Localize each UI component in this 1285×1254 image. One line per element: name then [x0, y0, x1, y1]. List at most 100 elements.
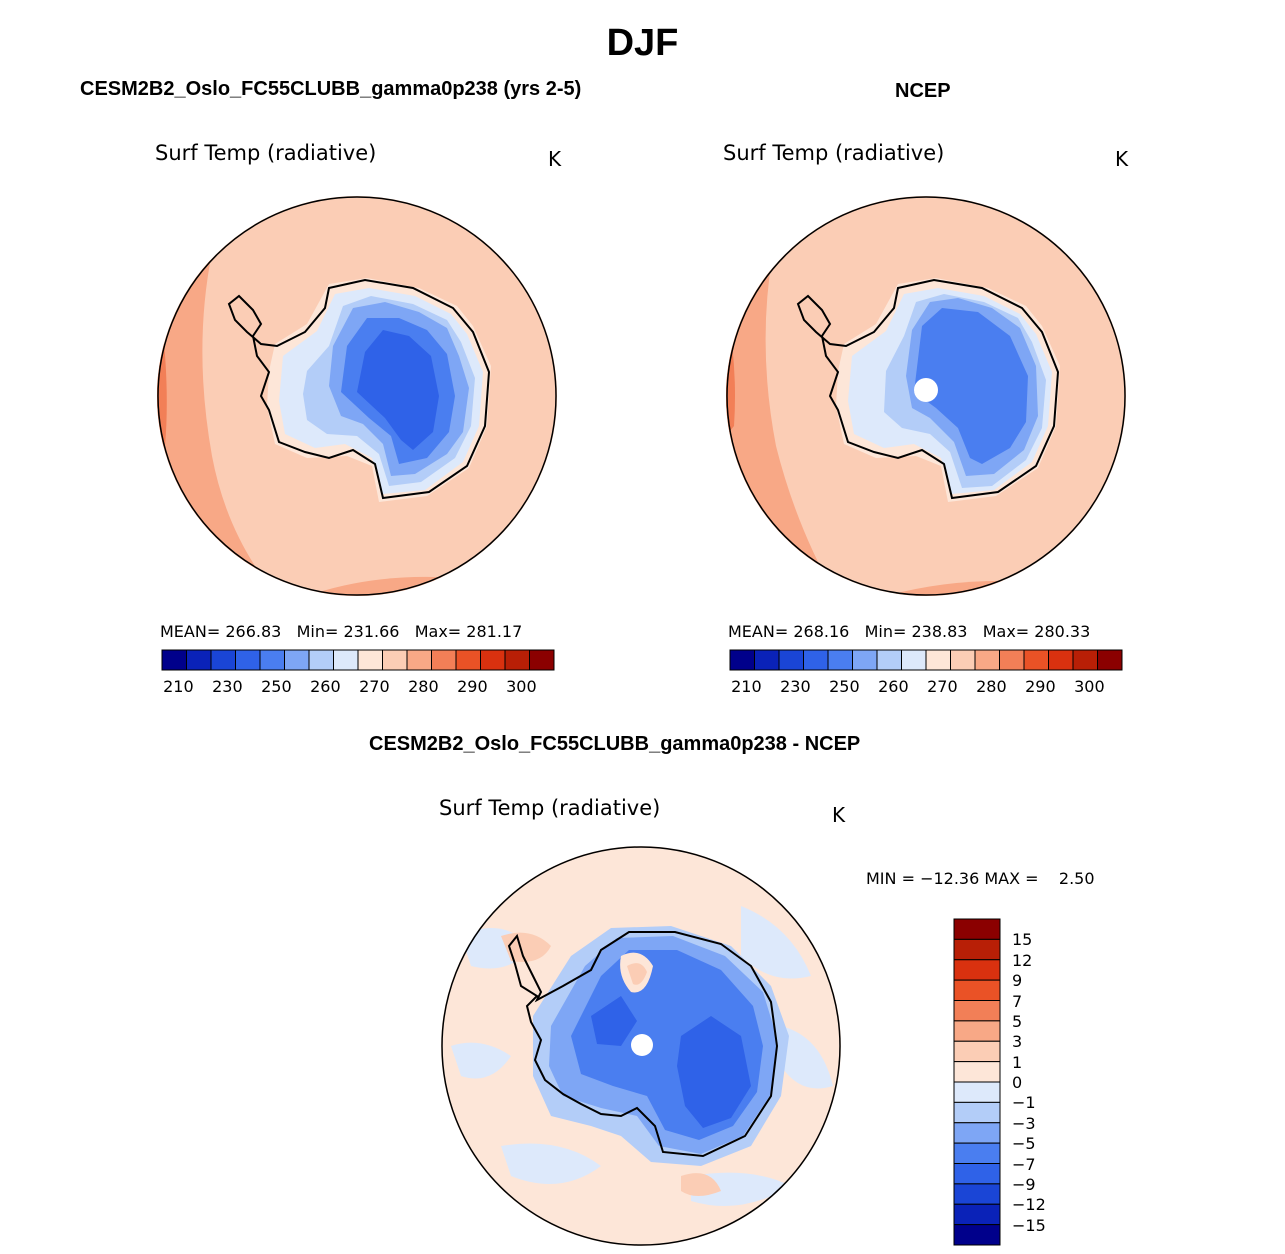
model-colorbar-bin	[161, 649, 187, 671]
obs-colorbar-bin	[754, 649, 780, 671]
obs-colorbar-bin	[729, 649, 755, 671]
model-colorbar-bin	[235, 649, 261, 671]
model-coastline	[227, 278, 491, 500]
diff-map	[441, 846, 841, 1246]
diff-colorbar-bin	[953, 1020, 1001, 1042]
diff-ice-core	[677, 1016, 751, 1128]
model-colorbar-tick-label: 230	[212, 677, 243, 696]
diff-neg-patch-6	[691, 1172, 791, 1206]
obs-colorbar-bin	[1048, 649, 1074, 671]
obs-colorbar	[729, 649, 1123, 671]
obs-colorbar-tick-label: 210	[731, 677, 762, 696]
diff-colorbar-tick-label: 12	[1012, 950, 1033, 970]
obs-colorbar-bin	[827, 649, 853, 671]
diff-colorbar-tick-label: 1	[1012, 1052, 1023, 1072]
obs-colorbar-bin	[925, 649, 951, 671]
obs-colorbar-bin	[999, 649, 1025, 671]
model-colorbar-bin	[431, 649, 457, 671]
diff-pole-missing	[631, 1034, 653, 1056]
diff-colorbar-tick-label: 3	[1012, 1032, 1023, 1052]
model-colorbar-tick-label: 300	[506, 677, 537, 696]
diff-colorbar-bin	[953, 1183, 1001, 1205]
diff-colorbar-bin	[953, 1101, 1001, 1124]
model-colorbar-bin	[480, 649, 506, 671]
diff-colorbar-bin	[953, 938, 1001, 961]
model-colorbar-bin	[357, 649, 383, 671]
diff-colorbar-tick-label: −12	[1012, 1195, 1046, 1215]
model-colorbar-bin	[308, 649, 334, 671]
model-warm-edge	[157, 286, 167, 456]
model-colorbar-bin	[504, 649, 530, 671]
diff-stats: MIN = −12.36 MAX = 2.50	[866, 869, 1095, 888]
diff-variable-label: Surf Temp (radiative)	[439, 796, 661, 820]
model-colorbar-bin	[455, 649, 481, 671]
obs-colorbar-bin	[1023, 649, 1049, 671]
model-colorbar-tick-label: 290	[457, 677, 488, 696]
obs-colorbar-bin	[950, 649, 976, 671]
model-colorbar-bin	[284, 649, 310, 671]
diff-colorbar-bin	[953, 1061, 1001, 1083]
model-colorbar-bin	[186, 649, 212, 671]
obs-coastline	[796, 278, 1060, 500]
diff-colorbar-bin	[953, 918, 1001, 940]
model-colorbar	[161, 649, 555, 671]
season-title: DJF	[606, 22, 679, 64]
obs-colorbar-bin	[803, 649, 829, 671]
diff-panel-title: CESM2B2_Oslo_FC55CLUBB_gamma0p238 - NCEP	[369, 733, 861, 755]
obs-panel-title: NCEP	[895, 80, 951, 102]
obs-ice-deep	[914, 308, 1028, 464]
model-colorbar-bin	[406, 649, 432, 671]
obs-stats: MEAN= 268.16 Min= 238.83 Max= 280.33	[728, 622, 1091, 641]
diff-colorbar-bin	[953, 979, 1001, 1001]
model-panel-title: CESM2B2_Oslo_FC55CLUBB_gamma0p238 (yrs 2…	[80, 78, 582, 100]
model-colorbar-bin	[210, 649, 236, 671]
diff-neg-patch-4	[781, 1026, 833, 1089]
obs-colorbar-tick-label: 300	[1074, 677, 1105, 696]
obs-colorbar-tick-label: 230	[780, 677, 811, 696]
diff-colorbar-bin	[953, 1122, 1001, 1144]
diff-colorbar-tick-label: −15	[1012, 1215, 1046, 1235]
diff-colorbar-tick-label: −5	[1012, 1134, 1036, 1154]
obs-colorbar-tick-label: 280	[976, 677, 1007, 696]
diff-colorbar-tick-label: −9	[1012, 1174, 1036, 1194]
diff-neutral-inland	[627, 963, 647, 985]
diff-colorbar-tick-label: −1	[1012, 1093, 1036, 1113]
model-colorbar-tick-label: 210	[163, 677, 194, 696]
diff-colorbar-tick-label: 5	[1012, 1011, 1023, 1031]
diff-colorbar-bin	[953, 1203, 1001, 1226]
model-ice-core	[357, 330, 439, 450]
diff-colorbar-bin	[953, 1081, 1001, 1103]
diff-colorbar-tick-label: 7	[1012, 991, 1023, 1011]
model-stats: MEAN= 266.83 Min= 231.66 Max= 281.17	[160, 622, 523, 641]
diff-colorbar-bin	[953, 1224, 1001, 1246]
model-map	[157, 196, 557, 596]
diff-colorbar-tick-label: −3	[1012, 1113, 1036, 1133]
obs-colorbar-bin	[901, 649, 927, 671]
model-units-label: K	[548, 147, 562, 171]
obs-colorbar-tick-label: 250	[829, 677, 860, 696]
diff-colorbar-bin	[953, 959, 1001, 981]
model-colorbar-bin	[333, 649, 359, 671]
diff-colorbar-bin	[953, 1142, 1001, 1164]
model-colorbar-tick-label: 250	[261, 677, 292, 696]
obs-colorbar-bin	[1097, 649, 1123, 671]
diff-colorbar-tick-label: 9	[1012, 971, 1023, 991]
obs-pole-missing	[914, 378, 938, 402]
obs-colorbar-bin	[974, 649, 1000, 671]
diff-ice-core-2	[591, 996, 637, 1046]
diff-colorbar-bin	[953, 1000, 1001, 1022]
model-colorbar-tick-label: 280	[408, 677, 439, 696]
diff-colorbar-bin	[953, 1040, 1001, 1063]
model-variable-label: Surf Temp (radiative)	[155, 141, 377, 165]
diff-neg-patch-2	[451, 1042, 511, 1079]
model-colorbar-tick-label: 260	[310, 677, 341, 696]
obs-colorbar-bin	[852, 649, 878, 671]
obs-colorbar-bin	[778, 649, 804, 671]
diff-neg-patch-3	[741, 906, 811, 979]
model-colorbar-bin	[259, 649, 285, 671]
obs-units-label: K	[1115, 147, 1129, 171]
diff-coastline	[507, 931, 779, 1158]
obs-colorbar-tick-label: 270	[927, 677, 958, 696]
obs-map	[726, 196, 1126, 596]
model-warm-band	[157, 196, 277, 596]
